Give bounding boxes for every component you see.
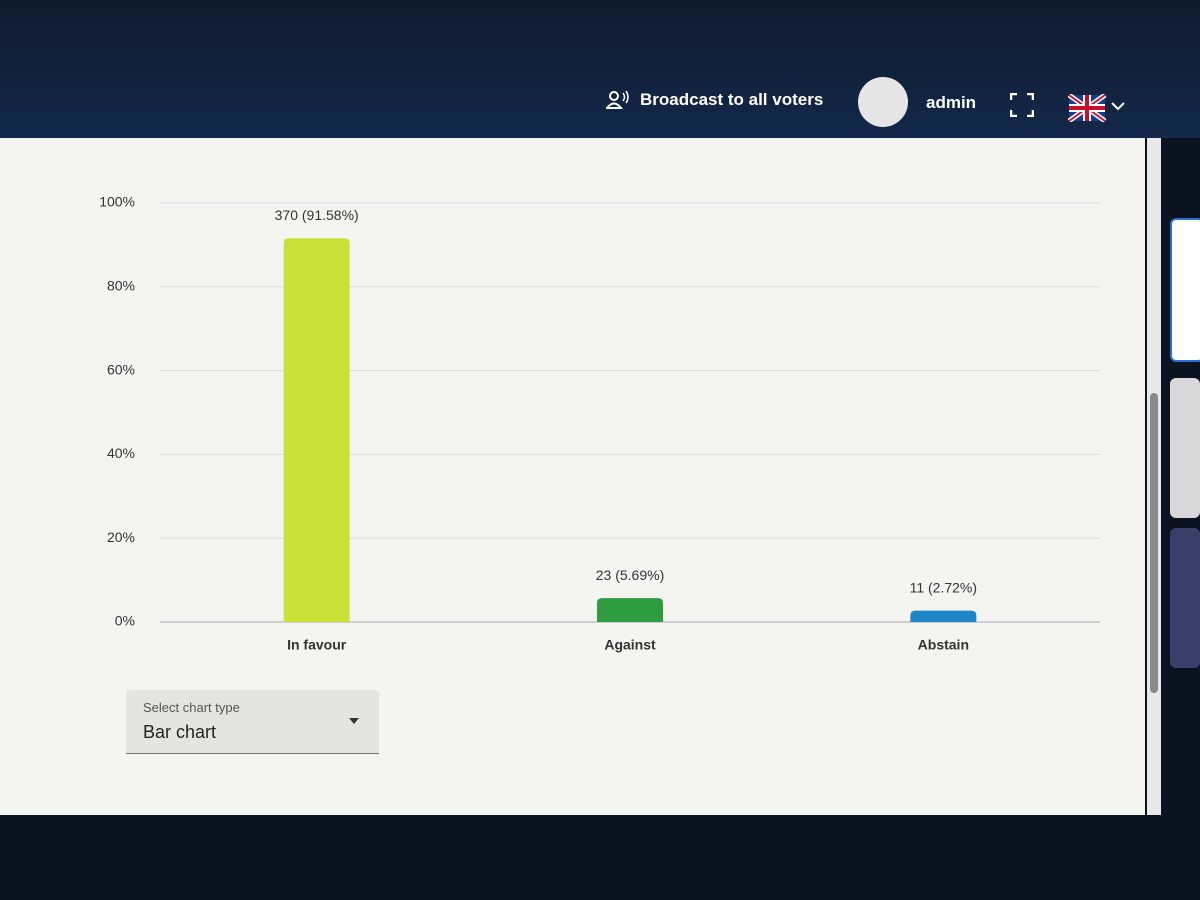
- bar: [597, 598, 663, 622]
- y-tick-label: 20%: [107, 529, 135, 545]
- bar: [910, 610, 977, 622]
- scrollbar[interactable]: [1147, 138, 1161, 815]
- value-label: 370 (91.58%): [275, 207, 359, 223]
- chart-type-select[interactable]: Select chart type Bar chart: [126, 690, 379, 754]
- y-tick-label: 60%: [107, 361, 135, 377]
- language-selector[interactable]: [1068, 94, 1128, 122]
- y-tick-label: 100%: [99, 194, 135, 210]
- side-card[interactable]: [1170, 218, 1200, 362]
- x-tick-label: Against: [604, 637, 656, 653]
- value-label: 23 (5.69%): [596, 567, 664, 583]
- x-tick-label: In favour: [287, 637, 347, 653]
- broadcast-button[interactable]: Broadcast to all voters: [640, 90, 824, 109]
- select-label: Select chart type: [143, 700, 240, 715]
- bar: [283, 238, 350, 623]
- side-card[interactable]: [1170, 528, 1200, 668]
- y-tick-label: 0%: [115, 613, 135, 629]
- value-label: 11 (2.72%): [910, 579, 977, 595]
- fullscreen-button[interactable]: [1010, 93, 1034, 117]
- side-card[interactable]: [1170, 378, 1200, 518]
- user-name[interactable]: admin: [926, 93, 977, 112]
- y-tick-label: 40%: [107, 445, 135, 461]
- side-cards: [1170, 218, 1200, 668]
- scroll-thumb[interactable]: [1150, 393, 1158, 693]
- broadcast-icon: [606, 90, 629, 109]
- avatar[interactable]: [858, 77, 908, 127]
- chart: 0% 20% 40% 60% 80% 100% In favour 370 (91.58%) A…: [99, 194, 1100, 653]
- dropdown-arrow: [349, 718, 359, 724]
- y-tick-label: 80%: [107, 278, 135, 294]
- top-bar: Broadcast to all voters admin: [0, 0, 1200, 138]
- x-tick-label: Abstain: [918, 637, 969, 653]
- select-value: Bar chart: [143, 722, 217, 742]
